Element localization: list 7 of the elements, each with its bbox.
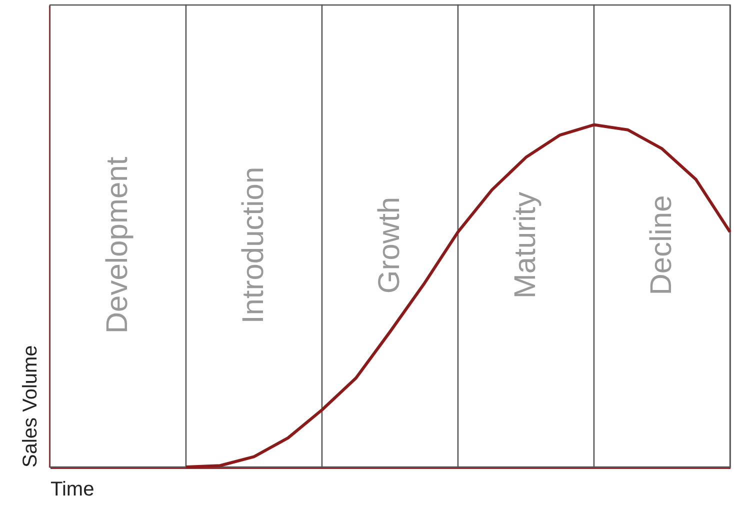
annotation: Maturity (509, 192, 542, 299)
annotation: Growth (373, 196, 406, 294)
annotation: Development (101, 156, 134, 334)
annotation: Introduction (237, 166, 270, 324)
annotation: Decline (645, 195, 678, 296)
y-axis-title: Sales Volume (20, 345, 42, 468)
x-axis-title: Time (50, 478, 94, 500)
